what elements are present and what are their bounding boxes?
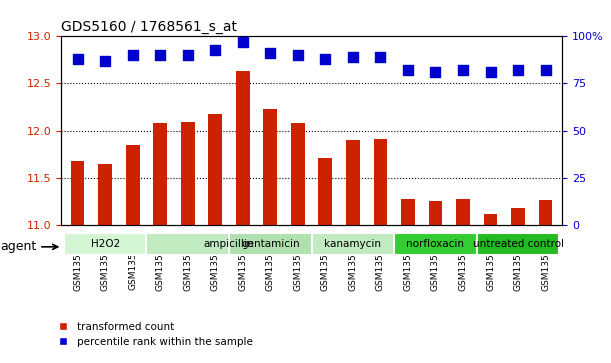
FancyBboxPatch shape <box>312 233 394 255</box>
Bar <box>236 71 250 225</box>
Point <box>183 52 192 58</box>
Point <box>100 58 110 64</box>
FancyBboxPatch shape <box>64 233 147 255</box>
Point <box>348 54 358 60</box>
Point <box>265 50 275 56</box>
Bar <box>318 158 332 225</box>
Bar <box>71 161 84 225</box>
Legend: transformed count, percentile rank within the sample: transformed count, percentile rank withi… <box>54 317 257 351</box>
Bar <box>98 164 112 225</box>
Text: untreated control: untreated control <box>472 239 563 249</box>
Bar <box>373 139 387 225</box>
Text: norfloxacin: norfloxacin <box>406 239 464 249</box>
Point <box>376 54 386 60</box>
Bar <box>539 200 552 225</box>
Bar <box>181 122 195 225</box>
FancyBboxPatch shape <box>229 233 312 255</box>
FancyBboxPatch shape <box>394 233 477 255</box>
Text: GDS5160 / 1768561_s_at: GDS5160 / 1768561_s_at <box>61 20 237 34</box>
Point <box>73 56 82 62</box>
Text: gentamicin: gentamicin <box>241 239 299 249</box>
Bar <box>291 123 305 225</box>
Text: agent: agent <box>0 240 57 253</box>
Text: H2O2: H2O2 <box>90 239 120 249</box>
Point <box>128 52 137 58</box>
Bar <box>428 201 442 225</box>
Bar <box>346 140 360 225</box>
Text: ampicillin: ampicillin <box>204 239 254 249</box>
FancyBboxPatch shape <box>147 233 312 255</box>
Bar <box>263 109 277 225</box>
Point <box>403 68 413 73</box>
Point <box>321 56 331 62</box>
Text: kanamycin: kanamycin <box>324 239 381 249</box>
Bar <box>401 199 415 225</box>
Bar <box>126 145 139 225</box>
Bar <box>153 123 167 225</box>
Bar <box>484 214 497 225</box>
FancyBboxPatch shape <box>477 233 559 255</box>
Bar <box>511 208 525 225</box>
Point <box>431 69 441 75</box>
Point <box>210 46 220 52</box>
Bar <box>208 114 222 225</box>
Point <box>155 52 165 58</box>
Point <box>541 68 551 73</box>
Bar <box>456 199 470 225</box>
Point <box>458 68 468 73</box>
Point <box>486 69 496 75</box>
Point <box>513 68 523 73</box>
Point <box>238 39 247 45</box>
Point <box>293 52 302 58</box>
